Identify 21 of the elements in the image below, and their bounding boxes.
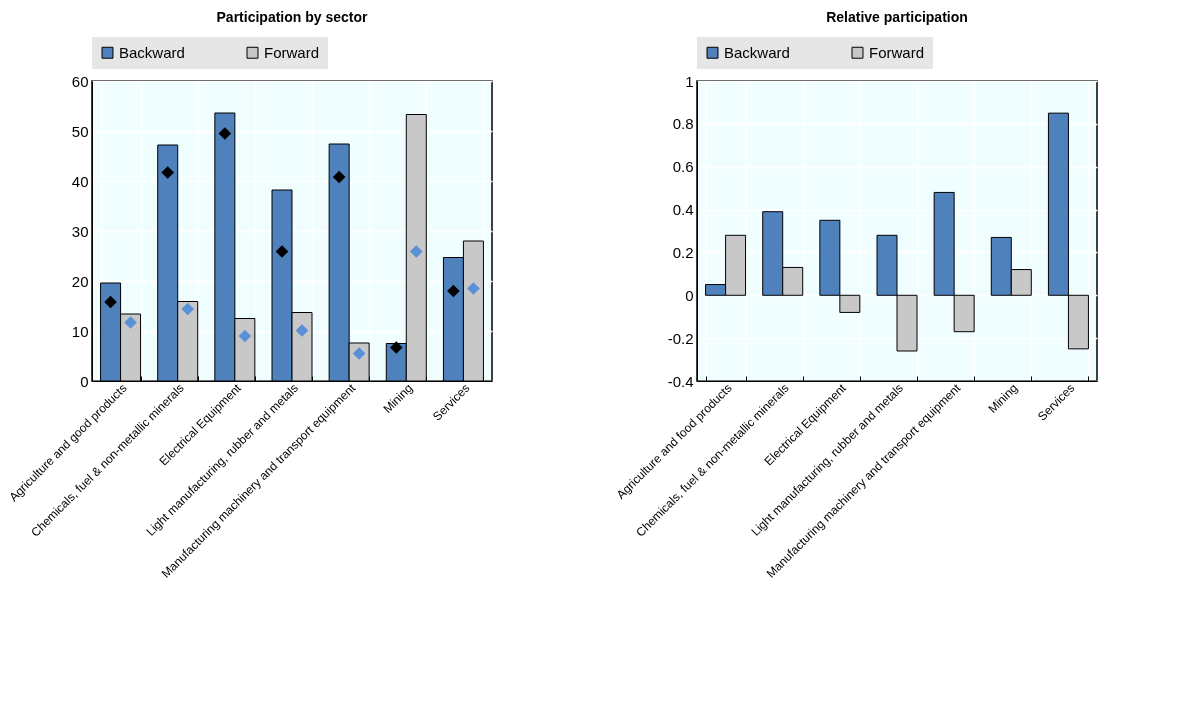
y-tick-label: 0.6 <box>672 158 694 176</box>
legend-label: Forward <box>264 43 320 61</box>
legend-label: Forward <box>869 43 925 61</box>
chart-title: Participation by sector <box>216 9 369 25</box>
y-tick-label: 60 <box>71 72 89 90</box>
y-tick-label: 0 <box>685 286 694 304</box>
legend-label: Backward <box>724 43 790 61</box>
y-tick-label: 50 <box>71 122 89 140</box>
chart-title: Relative participation <box>826 9 968 25</box>
y-tick-label: 0 <box>80 372 89 390</box>
y-tick-label: 20 <box>71 272 89 290</box>
y-tick-label: 0.4 <box>672 201 694 219</box>
legend-label: Backward <box>119 43 185 61</box>
y-tick-label: 1 <box>685 72 694 90</box>
y-tick-label: 10 <box>71 322 89 340</box>
y-tick-label: 40 <box>71 172 89 190</box>
y-tick-label: 0.8 <box>672 115 694 133</box>
y-tick-label: -0.4 <box>667 372 694 390</box>
y-tick-label: 30 <box>71 222 89 240</box>
y-tick-label: 0.2 <box>672 243 694 261</box>
y-tick-label: -0.2 <box>667 329 694 347</box>
